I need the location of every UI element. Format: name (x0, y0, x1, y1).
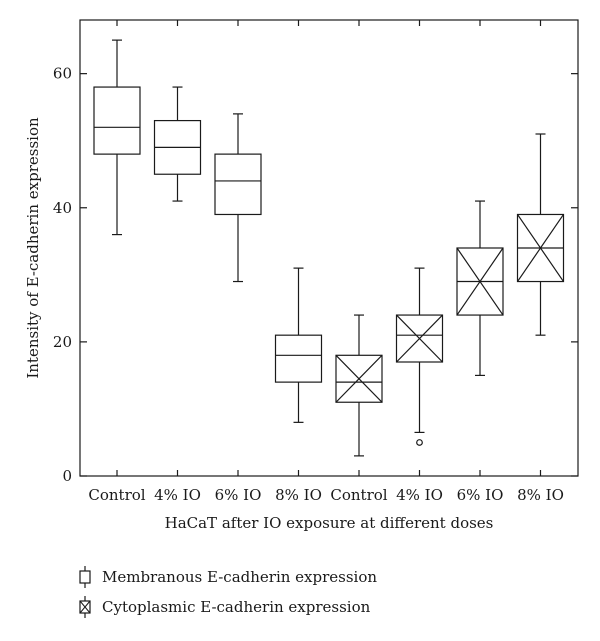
y-axis: 0 20 40 60 (53, 65, 578, 485)
x-tick-label: 4% IO (154, 486, 201, 504)
y-tick-label: 20 (53, 333, 72, 351)
plain-box-icon (79, 566, 91, 588)
x-axis: Control 4% IO 6% IO 8% IO Control 4% IO 6% IO 8… (88, 20, 564, 504)
x-axis-title: HaCaT after IO exposure at different dos… (165, 514, 494, 532)
iqr-box (335, 354, 383, 403)
box-plain-3 (274, 267, 323, 423)
y-axis-title: Intensity of E-cadherin expression (24, 117, 42, 379)
cross-box-icon (79, 596, 91, 618)
legend: Membranous E-cadherin expression Cytopla… (78, 562, 377, 622)
x-tick-label: Control (330, 486, 387, 504)
box-plain-2 (214, 113, 262, 283)
y-tick-label: 0 (62, 467, 72, 485)
outlier-point (416, 439, 423, 446)
box-cross-7 (516, 133, 565, 336)
legend-label-cytoplasmic: Cytoplasmic E-cadherin expression (102, 598, 371, 616)
x-tick-label: 6% IO (215, 486, 262, 504)
box-cross-5 (395, 267, 444, 446)
box-cross-4 (335, 314, 383, 457)
box-cross-6 (456, 200, 504, 377)
box-plain-0 (93, 39, 141, 236)
y-tick-label: 60 (53, 65, 72, 83)
x-tick-label: 8% IO (517, 486, 564, 504)
iqr-box (214, 153, 262, 216)
box-group (93, 39, 565, 457)
legend-item-cytoplasmic: Cytoplasmic E-cadherin expression (78, 592, 377, 622)
x-tick-label: 6% IO (457, 486, 504, 504)
legend-item-membranous: Membranous E-cadherin expression (78, 562, 377, 592)
cross-line-b (396, 314, 443, 363)
plot-frame (79, 19, 579, 477)
y-tick-label: 40 (53, 199, 72, 217)
x-tick-label: Control (88, 486, 145, 504)
boxplot-chart: 0 20 40 60 Control 4% IO 6% IO 8% IO Control 4% … (24, 19, 579, 532)
iqr-box (93, 86, 141, 155)
x-tick-label: 4% IO (396, 486, 443, 504)
x-tick-label: 8% IO (275, 486, 322, 504)
iqr-box (274, 334, 323, 383)
cross-line-b (335, 354, 383, 403)
iqr-box (395, 314, 444, 363)
box-plain-1 (153, 86, 202, 202)
legend-label-membranous: Membranous E-cadherin expression (102, 568, 378, 586)
